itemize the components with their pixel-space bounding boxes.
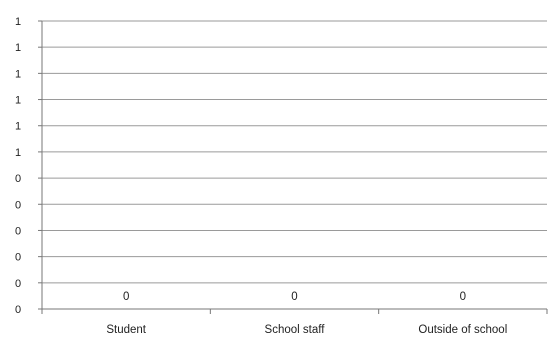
y-tick-label: 0	[15, 199, 21, 211]
y-tick-label: 0	[15, 304, 21, 316]
data-label: 0	[291, 291, 297, 303]
y-tick-label: 0	[15, 225, 21, 237]
data-label: 0	[460, 291, 466, 303]
y-tick-label: 1	[15, 95, 21, 107]
y-tick-label: 1	[15, 42, 21, 54]
data-labels: 0 0 0	[123, 291, 466, 303]
y-tick-label: 1	[15, 16, 21, 28]
gridlines	[42, 20, 547, 284]
y-axis-ticks: 0 0 0 0 0 0 1 1 1 1 1 1	[15, 16, 42, 316]
y-tick-label: 1	[15, 147, 21, 159]
x-tick-label: School staff	[265, 324, 326, 336]
x-tick-label: Outside of school	[418, 324, 507, 336]
y-tick-label: 1	[15, 68, 21, 80]
y-tick-label: 0	[15, 278, 21, 290]
y-tick-label: 0	[15, 252, 21, 264]
data-label: 0	[123, 291, 129, 303]
y-tick-label: 0	[15, 173, 21, 185]
x-tick-label: Student	[106, 324, 146, 336]
x-axis: Student School staff Outside of school	[41, 21, 548, 336]
y-tick-label: 1	[15, 121, 21, 133]
